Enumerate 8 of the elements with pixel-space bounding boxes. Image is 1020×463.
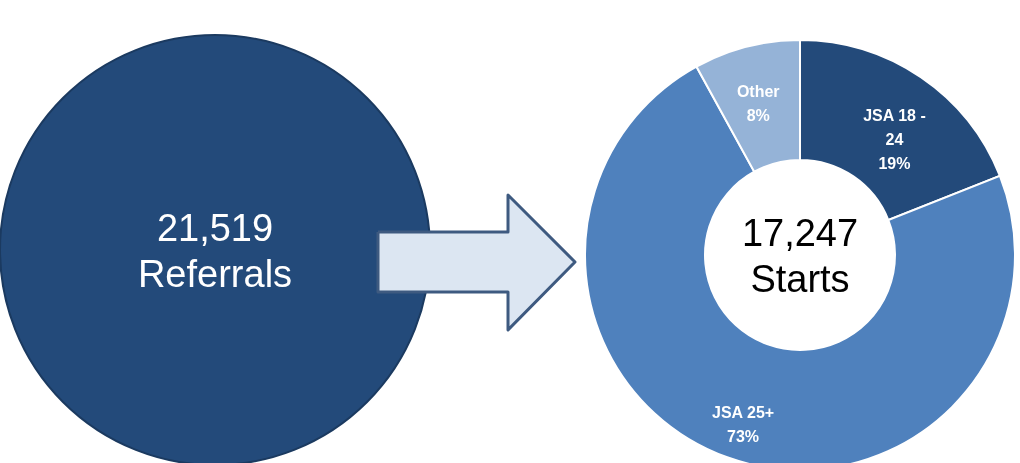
data-label: 8% bbox=[746, 107, 770, 125]
data-label: 19% bbox=[878, 155, 911, 173]
data-label: 73% bbox=[727, 428, 760, 446]
text: 21,519 Referrals bbox=[137, 207, 293, 295]
slice-label: JSA 25+ bbox=[712, 404, 775, 422]
text: 17,247 Starts bbox=[741, 212, 859, 300]
slice-label: Other bbox=[736, 83, 780, 101]
slice-label: JSA 18 - 24 bbox=[863, 107, 926, 149]
